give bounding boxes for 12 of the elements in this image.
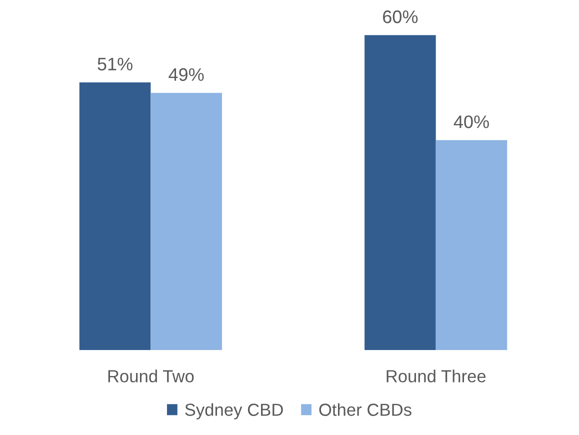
data-label: 40% bbox=[454, 115, 489, 128]
bar bbox=[150, 92, 222, 350]
bar bbox=[79, 82, 151, 350]
legend-label: Other CBDs bbox=[319, 403, 412, 416]
x-tick-label: Round Two bbox=[108, 370, 194, 382]
data-label: 51% bbox=[98, 58, 132, 70]
data-label: 49% bbox=[168, 68, 204, 81]
x-tick-label: Round Three bbox=[386, 370, 486, 382]
legend-label: Sydney CBD bbox=[185, 403, 283, 420]
bar bbox=[436, 140, 508, 350]
bar bbox=[364, 35, 436, 350]
data-label: 60% bbox=[383, 10, 418, 24]
